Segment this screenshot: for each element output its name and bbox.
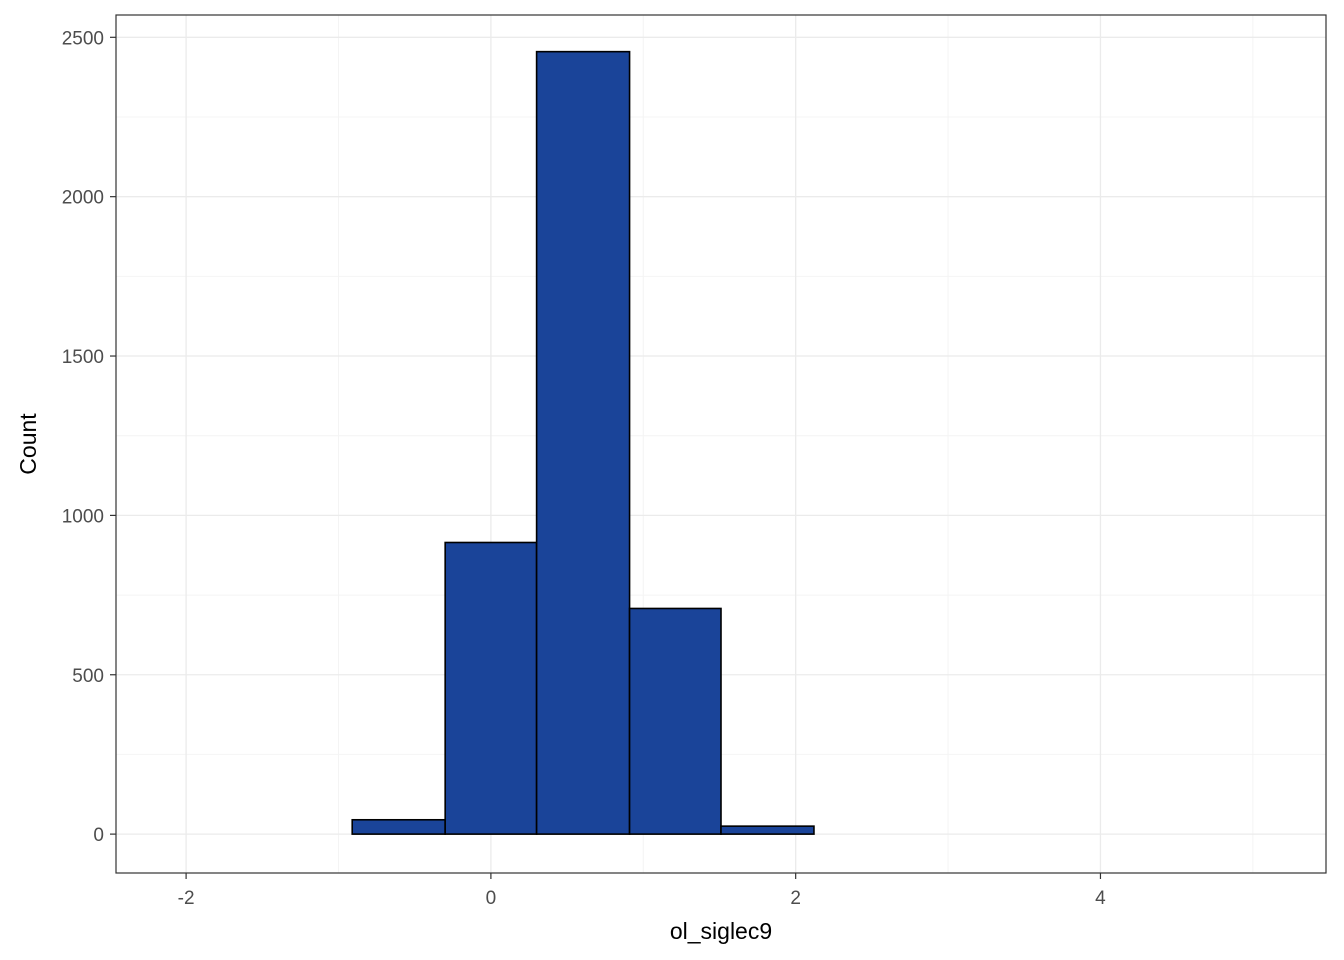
histogram-bars [351, 50, 815, 835]
x-axis-ticks: -2 0 2 4 [178, 873, 1106, 909]
y-tick-label: 500 [72, 666, 104, 687]
histogram-bar [535, 50, 631, 835]
x-axis-title: ol_siglec9 [670, 918, 772, 944]
histogram-bar [444, 541, 538, 835]
x-tick-label: 0 [486, 888, 497, 909]
y-tick-label: 1500 [62, 347, 104, 368]
x-tick-label: 2 [790, 888, 801, 909]
y-tick-label: 2000 [62, 188, 104, 209]
y-tick-label: 0 [93, 825, 104, 846]
y-tick-label: 2500 [62, 28, 104, 49]
panel-border [115, 14, 1327, 874]
histogram-bar [628, 607, 722, 835]
y-axis-title: Count [15, 413, 41, 475]
y-tick-label: 1000 [62, 506, 104, 527]
histogram-bar [720, 825, 815, 835]
y-axis-ticks: 0 500 1000 1500 2000 2500 [62, 28, 116, 846]
histogram-bar [351, 818, 446, 835]
x-tick-label: 4 [1095, 888, 1106, 909]
x-tick-label: -2 [178, 888, 195, 909]
